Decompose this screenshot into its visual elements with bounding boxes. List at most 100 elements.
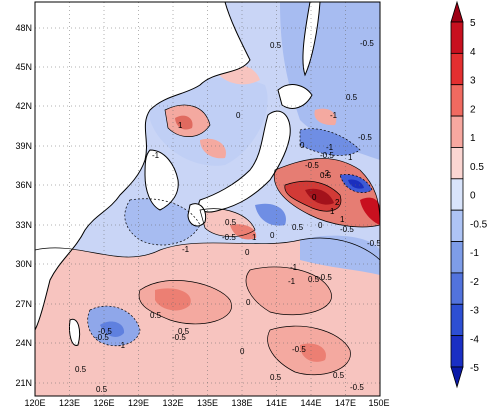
colorbar-swatch	[450, 335, 464, 368]
colorbar-label: -5	[470, 363, 479, 374]
colorbar-label: 1	[470, 133, 476, 144]
contour-label: -0.5	[292, 345, 306, 354]
lon-tick-label: 126E	[93, 398, 114, 408]
contour-label: -1	[326, 143, 334, 152]
colorbar: 5 4 3 2 1 0.5 0 -0.5 -1 -2 -3 -4 -5	[450, 0, 488, 389]
lon-tick-label: 120E	[24, 398, 45, 408]
contour-label: -0.5	[358, 133, 372, 142]
colorbar-label: 5	[470, 18, 476, 29]
colorbar-swatch	[450, 115, 464, 148]
colorbar-swatch	[450, 52, 464, 86]
contour-label: 0.5	[225, 218, 237, 227]
contour-lines	[35, 104, 380, 376]
contour-label: -0.5	[360, 39, 374, 48]
colorbar-label: -2	[470, 277, 479, 288]
lat-tick-label: 48N	[15, 23, 32, 33]
colorbar-label: 0.5	[470, 162, 484, 173]
lat-tick-label: 36N	[15, 180, 32, 190]
lat-tick-label: 42N	[15, 101, 32, 111]
map-grid	[35, 2, 380, 396]
colorbar-swatch	[450, 178, 464, 211]
contour-label: -1	[290, 263, 298, 272]
contour-label: 0.5	[346, 93, 358, 102]
colorbar-swatch	[450, 21, 464, 54]
contour-label: -0.5	[320, 151, 334, 160]
lat-tick-label: 45N	[15, 62, 32, 72]
contour-labels: -0.5 0.5 1 -1 0 -1 0.5 -0.5 1 0 -0.5 -1 …	[75, 39, 381, 394]
colorbar-label: 0	[470, 191, 476, 202]
lat-tick-label: 33N	[15, 220, 32, 230]
colorbar-swatch	[450, 84, 464, 117]
colorbar-bottom-arrow	[450, 366, 464, 389]
lon-tick-label: 132E	[162, 398, 183, 408]
contour-label: 0.5	[270, 41, 282, 50]
colorbar-label: 4	[470, 47, 476, 58]
contour-label: 1	[252, 233, 257, 242]
colorbar-swatch	[450, 272, 464, 305]
contour-label: 0.5	[75, 365, 87, 374]
contour-label: 2	[335, 198, 340, 207]
contour-label: -2	[322, 169, 330, 178]
lon-tick-label: 147E	[335, 398, 356, 408]
lon-tick-label: 123E	[59, 398, 80, 408]
contour-label: -0.5	[222, 233, 236, 242]
contour-label: 0.5	[96, 385, 108, 394]
colorbar-swatch	[450, 241, 464, 274]
contour-label: -1	[182, 245, 190, 254]
colorbar-swatch	[450, 209, 464, 242]
contour-label: 1	[340, 215, 345, 224]
contour-label: -0.5	[318, 273, 332, 282]
colorbar-label: -1	[470, 248, 479, 259]
contour-label: 0.5	[320, 171, 332, 180]
contour-label: 0	[236, 111, 241, 120]
contour-label: -1	[152, 151, 160, 160]
contour-label: 0.5	[150, 311, 162, 320]
contour-label: 1	[348, 153, 353, 162]
colorbar-swatch	[450, 147, 464, 180]
contour-label: -1	[288, 277, 296, 286]
contour-label: -1	[118, 341, 126, 350]
lon-tick-label: 141E	[266, 398, 287, 408]
land-masses	[35, 2, 321, 346]
contour-label: 0	[312, 193, 317, 202]
contour-label: 0	[240, 347, 245, 356]
contour-label: -0.5	[367, 239, 381, 248]
contour-label: 0.5	[178, 327, 190, 336]
contour-label: -0.5	[340, 225, 354, 234]
lat-tick-label: 24N	[15, 338, 32, 348]
colorbar-label: 3	[470, 76, 476, 87]
latitude-axis: 48N 45N 42N 39N 36N 33N 30N 27N 24N 21N	[15, 23, 32, 388]
contour-label: 0	[318, 221, 323, 230]
contour-label: -1	[330, 111, 338, 120]
lon-tick-label: 150E	[368, 398, 389, 408]
map-frame	[34, 1, 381, 397]
contour-label: -0.5	[98, 327, 112, 336]
contour-label: -0.5	[172, 333, 186, 342]
longitude-axis: 120E 123E 126E 129E 132E 135E 138E 141E …	[24, 398, 389, 408]
lat-tick-label: 30N	[15, 259, 32, 269]
contour-label: -0.5	[350, 383, 364, 392]
lat-tick-label: 39N	[15, 141, 32, 151]
contour-label: 0.5	[270, 373, 282, 382]
contour-label: -0.5	[95, 333, 109, 342]
colorbar-label: 2	[470, 104, 476, 115]
contour-label: 0.5	[292, 223, 304, 232]
contour-label: -0.5	[305, 161, 319, 170]
lon-tick-label: 138E	[231, 398, 252, 408]
contour-label: 0	[300, 141, 305, 150]
colorbar-label: -3	[470, 306, 479, 317]
lon-tick-label: 135E	[197, 398, 218, 408]
contour-label: 1	[178, 121, 183, 130]
contour-label: 1	[330, 207, 335, 216]
contour-label: 0	[246, 298, 251, 307]
contour-label: 0	[245, 248, 250, 257]
contour-label: 0	[270, 231, 275, 240]
colorbar-label: -0.5	[470, 219, 488, 230]
contour-label: 0.5	[308, 275, 320, 284]
lat-tick-label: 27N	[15, 299, 32, 309]
lon-tick-label: 144E	[300, 398, 321, 408]
lat-tick-label: 21N	[15, 378, 32, 388]
lon-tick-label: 129E	[128, 398, 149, 408]
colorbar-label: -4	[470, 334, 479, 345]
